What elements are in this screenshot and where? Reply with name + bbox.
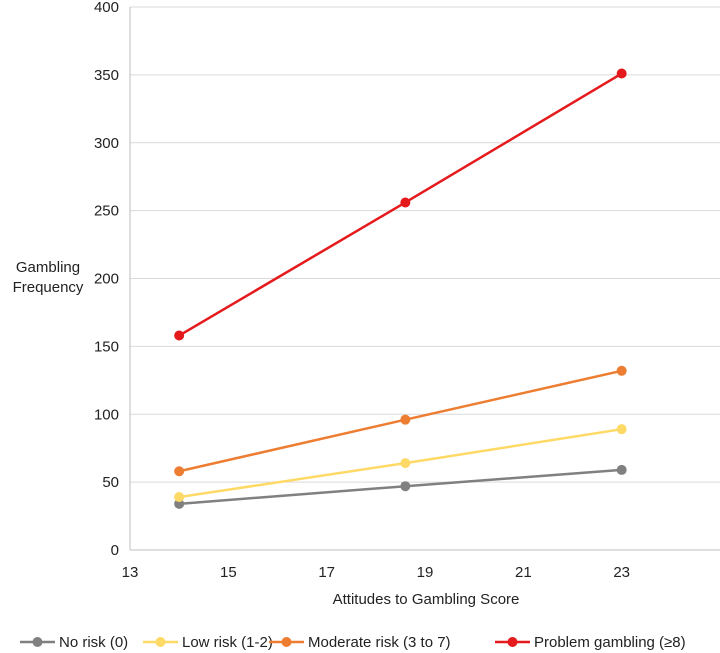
series-line (178, 369, 622, 473)
y-tick-label: 100 (94, 406, 119, 423)
x-tick-label: 17 (318, 564, 335, 581)
y-tick-label: 300 (94, 135, 119, 152)
data-point (616, 464, 627, 475)
y-axis-title-line-1: Gambling (16, 259, 80, 276)
data-point (616, 424, 627, 435)
y-tick-label: 0 (111, 542, 119, 559)
data-point (174, 466, 185, 477)
y-tick-label: 350 (94, 67, 119, 84)
data-point (400, 197, 411, 208)
y-axis-title-line-2: Frequency (13, 279, 84, 296)
x-tick-label: 15 (220, 564, 237, 581)
series-1 (174, 464, 627, 509)
y-tick-label: 250 (94, 203, 119, 220)
series-4 (174, 68, 627, 341)
x-axis-title: Attitudes to Gambling Score (333, 591, 520, 608)
legend-marker (155, 637, 166, 647)
data-point (174, 492, 185, 503)
legend-marker (507, 637, 518, 647)
data-point (616, 68, 627, 79)
legend-marker (32, 637, 43, 647)
legend-label: No risk (0) (59, 634, 128, 651)
y-tick-labels: 0 50 100 150 200 250 300 350 400 (94, 0, 119, 559)
x-tick-label: 23 (613, 564, 630, 581)
data-series (174, 68, 627, 509)
legend-item: No risk (0) (20, 634, 128, 651)
y-tick-label: 200 (94, 271, 119, 288)
series-line (178, 72, 623, 337)
y-tick-label: 400 (94, 0, 119, 16)
legend-marker (281, 637, 292, 647)
legend-label: Problem gambling (≥8) (534, 634, 686, 651)
x-tick-label: 13 (122, 564, 139, 581)
data-point (174, 330, 185, 341)
y-tick-label: 50 (102, 474, 119, 491)
x-tick-label: 19 (417, 564, 434, 581)
axes (129, 7, 720, 551)
data-point (400, 458, 411, 469)
legend: No risk (0) Low risk (1-2) Moderate risk (… (20, 634, 686, 651)
legend-item: Problem gambling (≥8) (495, 634, 686, 651)
x-tick-labels: 13 15 17 19 21 23 (122, 564, 630, 581)
x-tick-label: 21 (515, 564, 532, 581)
legend-label: Low risk (1-2) (182, 634, 273, 651)
grid-lines (130, 6, 720, 483)
legend-label: Moderate risk (3 to 7) (308, 634, 451, 651)
data-point (400, 414, 411, 425)
data-point (616, 365, 627, 376)
data-point (400, 481, 411, 492)
y-tick-label: 150 (94, 338, 119, 355)
series-3 (174, 365, 627, 477)
legend-item: Moderate risk (3 to 7) (269, 634, 451, 651)
series-2 (174, 424, 627, 503)
legend-item: Low risk (1-2) (143, 634, 273, 651)
